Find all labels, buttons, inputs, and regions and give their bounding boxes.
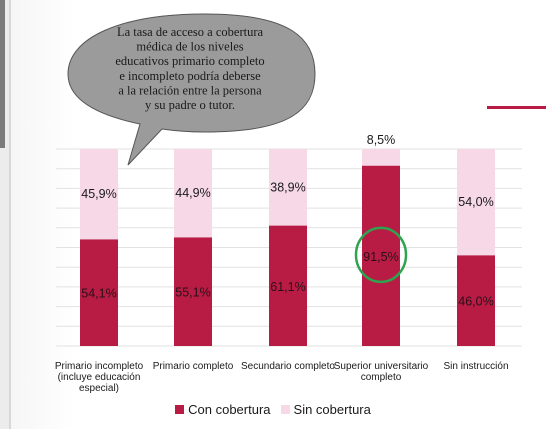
legend-item-con: Con cobertura [175,402,271,417]
data-label-sin: 45,9% [81,187,116,201]
bar-con-cobertura [80,239,118,346]
callout-text-line: médica de los niveles [136,40,243,54]
legend-swatch-con [175,405,185,414]
data-label-con: 55,1% [175,286,210,300]
bar-sin-cobertura [269,149,307,226]
data-label-sin: 8,5% [367,133,396,147]
category-label: especial) [79,383,119,394]
data-label-con: 54,1% [81,287,116,301]
accent-line [487,106,546,109]
callout-text-line: educativos primario completo [115,54,264,68]
highlight-circle [354,226,408,284]
bar-con-cobertura [269,225,307,346]
callout-text-line: y su padre o tutor. [145,98,235,112]
data-label-con: 46,0% [458,295,493,309]
data-label-con: 61,1% [270,280,305,294]
legend-item-sin: Sin cobertura [280,402,371,417]
bar-con-cobertura [457,255,495,346]
coverage-chart: 54,1% 45,9% Primario incompleto(incluye ed… [55,13,522,394]
chart-legend: Con cobertura Sin cobertura [0,402,546,417]
legend-label-con: Con cobertura [188,402,271,417]
category-label: completo [361,372,402,383]
callout-text-line: a la relación entre la persona [118,83,262,97]
category-label: Sin instrucción [443,361,508,372]
category-label: Primario incompleto [55,361,144,372]
category-label: (incluye educación [58,372,141,383]
data-label-sin: 44,9% [175,186,210,200]
callout-text-line: La tasa de acceso a cobertura [117,25,264,39]
category-label: Secundario completo [241,361,335,372]
category-label: Primario completo [153,361,234,372]
bar-sin-cobertura [457,149,495,256]
data-label-con: 91,5% [363,250,398,264]
category-label: Superior universitario [334,361,429,372]
bar-sin-cobertura [174,149,212,238]
bar-con-cobertura [362,165,400,346]
bar-con-cobertura [174,237,212,346]
data-label-sin: 54,0% [458,195,493,209]
callout-bubble [67,13,316,166]
window-left-frame [0,0,11,429]
bar-sin-cobertura [362,149,400,166]
window-left-scroll-bar [0,0,5,148]
legend-swatch-sin [280,405,290,414]
data-label-sin: 38,9% [270,180,305,194]
legend-label-sin: Sin cobertura [293,402,371,417]
bar-sin-cobertura [80,149,118,240]
window-left-edge [9,0,11,429]
callout-text-line: e incompleto podría deberse [119,69,261,83]
